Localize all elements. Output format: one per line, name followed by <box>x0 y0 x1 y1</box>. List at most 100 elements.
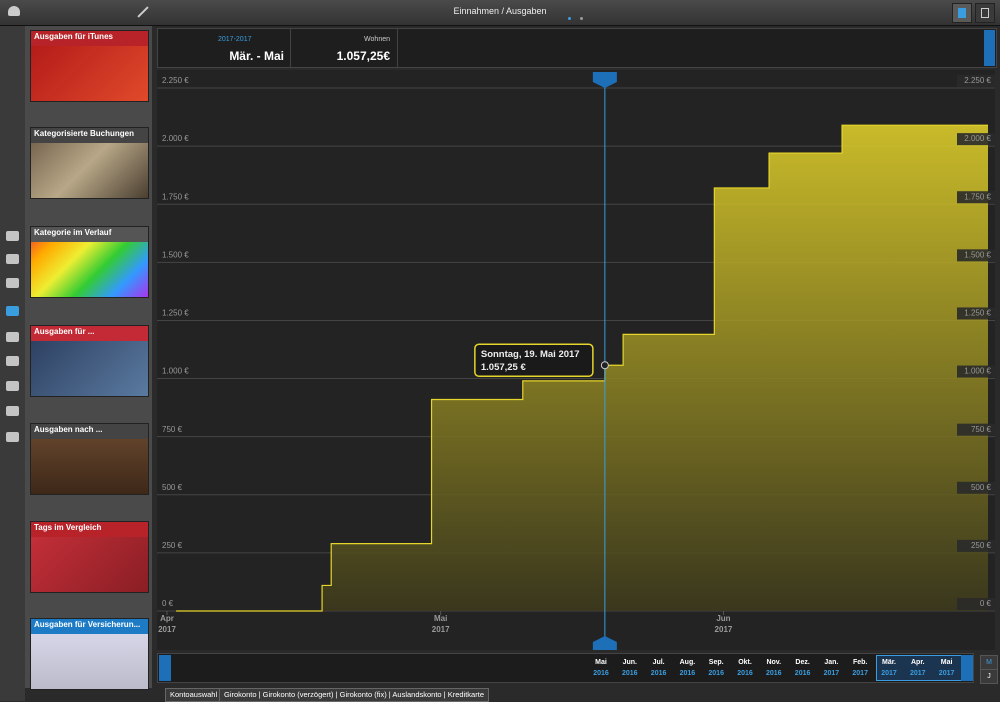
label-bg <box>957 307 995 320</box>
sidebar-icon[interactable] <box>6 381 19 391</box>
report-card[interactable]: Kategorie im Verlauf <box>30 226 149 298</box>
top-bar: Einnahmen / Ausgaben <box>0 0 1000 26</box>
chart: 0 € 0 € 250 € 250 € 500 € 500 € 750 € 750 € 1.00… <box>157 70 995 650</box>
sidebar-icon[interactable] <box>6 406 19 416</box>
timeline-year: 2017 <box>938 670 955 677</box>
report-card[interactable]: Kategorisierte Buchungen <box>30 127 149 199</box>
account-tab[interactable]: Girokonto | Girokonto (verzögert) | Giro… <box>219 688 489 702</box>
timeline-year: 2017 <box>910 670 926 677</box>
timeline-month: Jul. <box>652 659 665 666</box>
page-dot <box>568 17 571 20</box>
y-tick-label-right: 0 € <box>980 599 992 608</box>
label-bg <box>957 365 995 378</box>
y-tick-label-right: 1.500 € <box>964 250 991 259</box>
label-bg <box>957 423 995 436</box>
card-title: Ausgaben für iTunes <box>31 31 148 46</box>
report-card[interactable]: Ausgaben für iTunes <box>30 30 149 102</box>
tooltip-title: Sonntag, 19. Mai 2017 <box>481 349 580 360</box>
sidebar-icon[interactable] <box>6 231 19 241</box>
info-bar: 2017-2017 Mär. - Mai Wohnen 1.057,25€ <box>157 28 997 68</box>
card-title: Kategorisierte Buchungen <box>31 128 148 143</box>
y-tick-label: 250 € <box>162 541 183 550</box>
y-tick-label-right: 250 € <box>971 541 992 550</box>
y-tick-label: 1.000 € <box>162 367 189 376</box>
report-card[interactable]: Ausgaben für Versicherun... <box>30 618 149 690</box>
timeline-year: 2016 <box>622 670 638 677</box>
timeline: Mai 2016 Jun. 2016 Jul. 2016 Aug. 2016 Sep. 2016 O… <box>157 653 974 683</box>
category-caption: Wohnen <box>364 36 390 43</box>
sidebar-icon[interactable] <box>6 254 19 264</box>
timeline-year: 2016 <box>593 670 609 677</box>
label-bg <box>957 539 995 552</box>
timeline-month: Sep. <box>708 659 724 666</box>
chart-svg: 0 € 0 € 250 € 250 € 500 € 500 € 750 € 750 € 1.00… <box>157 72 995 650</box>
label-bg <box>957 133 995 146</box>
sidebar-icon[interactable] <box>6 356 19 366</box>
y-tick-label: 500 € <box>162 483 183 492</box>
list-view-button[interactable] <box>975 3 995 23</box>
zoom-button[interactable]: M <box>980 655 998 670</box>
timeline-year: 2016 <box>766 670 782 677</box>
sidebar <box>0 26 25 701</box>
account-tab[interactable]: Kontoauswahl <box>165 688 223 702</box>
label-bg <box>957 249 995 262</box>
y-tick-label-right: 1.250 € <box>964 309 991 318</box>
report-card[interactable]: Ausgaben nach ... <box>30 423 149 495</box>
report-card[interactable]: Tags im Vergleich <box>30 521 149 593</box>
title: Einnahmen / Ausgaben <box>453 6 547 16</box>
timeline-month: Dez. <box>795 659 810 666</box>
sidebar-icon[interactable] <box>6 332 19 342</box>
cursor-handle[interactable] <box>592 72 617 88</box>
y-tick-label: 2.000 € <box>162 134 189 143</box>
cursor-handle[interactable] <box>592 636 617 650</box>
timeline-prev[interactable] <box>159 655 171 681</box>
timeline-selection[interactable] <box>876 655 962 681</box>
y-tick-label-right: 2.000 € <box>964 134 991 143</box>
timeline-month: Apr. <box>910 659 925 666</box>
label-bg <box>957 75 995 87</box>
user-icon[interactable] <box>8 6 20 16</box>
timeline-month: Jun. <box>622 659 637 666</box>
timeline-month: Aug. <box>679 659 696 666</box>
y-tick-label: 750 € <box>162 425 183 434</box>
area <box>176 125 989 612</box>
timeline-month: Nov. <box>766 659 782 666</box>
timeline-year: 2016 <box>708 670 724 677</box>
sidebar-icon[interactable] <box>6 306 19 316</box>
card-title: Ausgaben nach ... <box>31 424 148 439</box>
chart-view-button[interactable] <box>952 3 972 23</box>
x-tick-label: Jun 2017 <box>714 614 733 634</box>
timeline-month: Jan. <box>824 659 839 666</box>
zoom-button[interactable]: J <box>980 669 998 684</box>
timeline-month: Feb. <box>852 659 868 666</box>
timeline-year: 2016 <box>679 670 696 677</box>
timeline-year: 2017 <box>881 670 897 677</box>
period: Mär. - Mai <box>229 49 284 63</box>
x-tick-label: Mai 2017 <box>431 614 450 634</box>
label-bg <box>957 481 995 494</box>
y-tick-label-right: 1.000 € <box>964 367 991 376</box>
page-dot <box>580 17 583 20</box>
report-card[interactable]: Ausgaben für ... <box>30 325 149 397</box>
y-tick-label: 1.500 € <box>162 250 189 259</box>
tooltip-value: 1.057,25 € <box>481 362 527 373</box>
next-button[interactable] <box>984 30 995 66</box>
x-tick-label: Apr 2017 <box>158 614 176 634</box>
sidebar-icon[interactable] <box>6 432 19 442</box>
amount: 1.057,25€ <box>336 49 390 63</box>
timeline-year: 2016 <box>794 670 811 677</box>
timeline-next[interactable] <box>961 655 973 681</box>
card-title: Ausgaben für Versicherun... <box>31 619 148 634</box>
report-panel: Ausgaben für iTunes Kategorisierte Buchun… <box>25 26 152 690</box>
period-caption: 2017-2017 <box>218 36 252 43</box>
timeline-year: 2016 <box>737 670 753 677</box>
account-tabs: Kontoauswahl Girokonto | Girokonto (verzö… <box>157 688 1000 702</box>
timeline-year: 2016 <box>650 670 667 677</box>
card-title: Kategorie im Verlauf <box>31 227 148 242</box>
sidebar-icon[interactable] <box>6 278 19 288</box>
timeline-year: 2017 <box>852 670 868 677</box>
y-tick-label: 1.750 € <box>162 192 189 201</box>
card-title: Tags im Vergleich <box>31 522 148 537</box>
